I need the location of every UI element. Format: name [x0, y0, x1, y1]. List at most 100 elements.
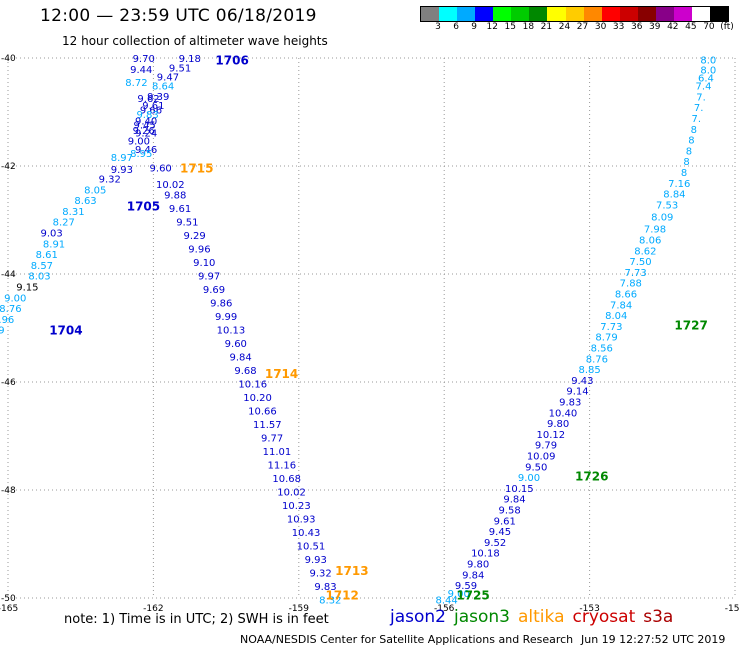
colorbar-label: 36: [630, 22, 643, 32]
colorbar-swatch: [601, 7, 620, 21]
wave-height-label: 9.51: [169, 63, 191, 74]
wave-height-label: 7.73: [625, 268, 647, 279]
colorbar-label: 15: [504, 22, 517, 32]
y-tick-label: -42: [1, 162, 16, 172]
colorbar-label: 33: [612, 22, 625, 32]
wave-height-label: 8.99: [0, 326, 5, 337]
colorbar-label: 18: [522, 22, 535, 32]
y-tick-label: -50: [1, 594, 16, 604]
wave-height-label: 7.88: [620, 279, 642, 290]
wave-height-label: 8.09: [651, 212, 673, 223]
wave-height-label: 9.03: [40, 229, 62, 240]
wave-height-label: 8.66: [615, 290, 637, 301]
wave-height-label: 9.18: [179, 54, 201, 65]
wave-height-label: 8.06: [639, 236, 661, 247]
wave-height-label: 9.59: [455, 581, 477, 592]
colorbar-swatch: [493, 7, 512, 21]
wave-height-label: 9.24: [135, 129, 157, 140]
wave-height-label: 10.93: [287, 515, 316, 526]
wave-height-label: 8.95: [130, 149, 152, 160]
pass-time-label: 1704: [49, 324, 82, 338]
wave-height-label: 8: [691, 125, 697, 136]
colorbar-swatch: [655, 7, 674, 21]
footer-timestamp: Jun 19 12:27:52 UTC 2019: [581, 633, 726, 646]
wave-height-label: 8.0: [700, 56, 716, 67]
wave-height-label: 10.68: [272, 474, 301, 485]
wave-height-label: 9.15: [16, 283, 38, 294]
colorbar-swatch: [511, 7, 530, 21]
wave-height-label: 7.50: [629, 257, 651, 268]
y-tick-label: -46: [1, 378, 16, 388]
wave-height-label: 7.16: [668, 179, 690, 190]
wave-height-label: 9.62: [137, 94, 159, 105]
wave-height-label: 8.84: [663, 190, 685, 201]
wave-height-label: 8.44: [435, 596, 457, 607]
wave-height-label: 8.32: [319, 596, 341, 607]
wave-height-label: 10.51: [297, 542, 326, 553]
wave-height-label: 8.96: [0, 315, 14, 326]
x-tick-label: -159: [289, 604, 310, 614]
wave-height-label: 10.02: [277, 488, 306, 499]
wave-height-label: 9.68: [234, 366, 256, 377]
wave-height-label: 8: [686, 146, 692, 157]
wave-height-label: 8.72: [125, 78, 147, 89]
wave-height-label: 9.47: [157, 72, 179, 83]
wave-height-label: 9.61: [169, 204, 191, 215]
pass-time-label: 1715: [180, 162, 213, 176]
swh-colorbar: [420, 6, 729, 22]
wave-height-label: 9.84: [230, 353, 252, 364]
wave-height-label: 9.14: [566, 387, 588, 398]
wave-height-label: 9.00: [448, 589, 470, 600]
wave-height-label: 9.46: [135, 145, 157, 156]
colorbar-label: 42: [667, 22, 679, 32]
colorbar-swatch: [619, 7, 638, 21]
footer-note: note: 1) Time is in UTC; 2) SWH is in fe…: [64, 612, 329, 627]
wave-height-label: 10.13: [217, 326, 246, 337]
colorbar-swatch: [547, 7, 566, 21]
colorbar-swatch: [475, 7, 494, 21]
colorbar-label: 6: [453, 22, 459, 32]
colorbar-label: 45: [685, 22, 697, 32]
swh-colorbar-labels: 3 6 9 12 15 18 21 24 27 30 33 36 39 42 45 70 (ft): [420, 22, 740, 34]
wave-height-label: 8.03: [28, 272, 50, 283]
wave-height-label: 9.51: [176, 218, 198, 229]
wave-height-label: 9.60: [225, 339, 247, 350]
colorbar-swatch: [439, 7, 458, 21]
legend-s3a: s3a: [643, 607, 674, 627]
wave-height-label: 9.84: [503, 495, 525, 506]
wave-height-label: 10.40: [549, 408, 578, 419]
wave-height-label: 11.01: [263, 447, 292, 458]
wave-height-label: 9.00: [4, 293, 26, 304]
wave-height-label: 9.26: [133, 126, 155, 137]
x-tick-label: -156: [434, 604, 455, 614]
wave-height-label: 9.83: [136, 110, 158, 121]
wave-height-label: 9.93: [111, 165, 133, 176]
wave-height-label: 8.04: [605, 311, 627, 322]
colorbar-label: 24: [558, 22, 571, 32]
wave-height-label: 9.61: [494, 516, 516, 527]
wave-height-label: 8: [688, 136, 694, 147]
legend-jason3: jason3: [454, 607, 510, 627]
wave-height-label: 9.60: [150, 164, 172, 175]
wave-height-label: 10.20: [243, 393, 272, 404]
wave-height-label: 8.76: [586, 354, 608, 365]
wave-height-label: 9.79: [535, 441, 557, 452]
wave-height-label: 9.86: [210, 299, 232, 310]
y-tick-label: -40: [1, 54, 16, 64]
wave-height-label: 8: [681, 168, 687, 179]
pass-time-label: 1713: [335, 564, 368, 578]
wave-height-label: 10.15: [505, 484, 534, 495]
wave-height-label: 9.69: [203, 285, 225, 296]
colorbar-swatch: [421, 7, 440, 21]
colorbar-label: (ft): [720, 22, 734, 32]
wave-height-label: 8.62: [634, 246, 656, 257]
wave-height-label: 9.58: [498, 506, 520, 517]
wave-height-label: 9.77: [261, 434, 283, 445]
x-tick-label: -153: [579, 604, 599, 614]
colorbar-label: 3: [435, 22, 441, 32]
wave-height-label: 9.10: [193, 258, 215, 269]
wave-height-label: 9.83: [559, 398, 581, 409]
colorbar-label: 9: [471, 22, 478, 32]
colorbar-swatch: [565, 7, 584, 21]
